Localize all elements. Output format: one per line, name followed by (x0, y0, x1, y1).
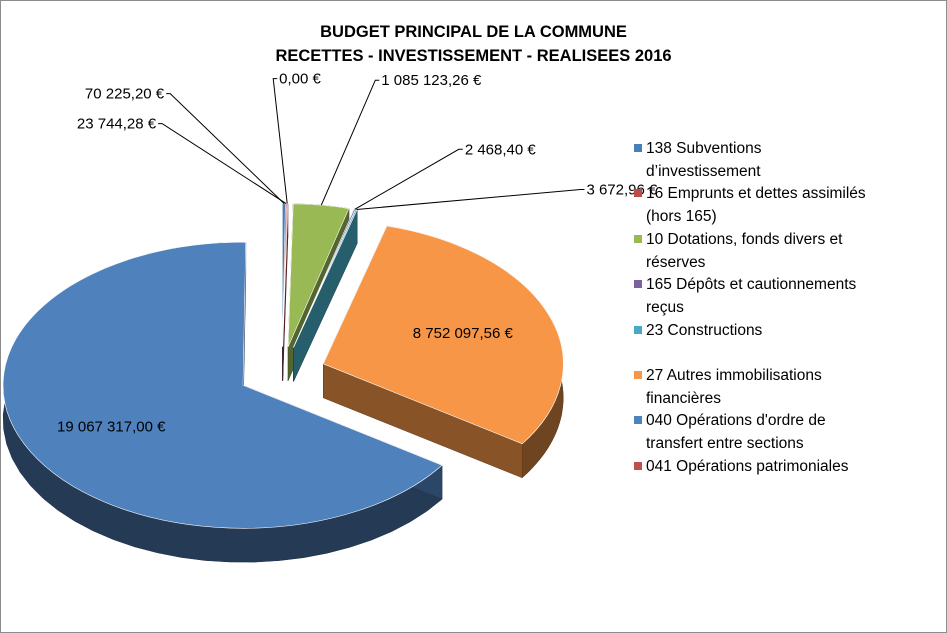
legend-label: 040 Opérations d'ordre de (646, 412, 826, 430)
leader-line (320, 79, 380, 206)
pie-slice-6 (2, 241, 443, 529)
data-label: 19 067 317,00 € (57, 418, 166, 435)
legend-swatch (634, 371, 642, 380)
legend-item-23: 23 Constructions (632, 320, 932, 365)
data-label: 23 744,28 € (77, 116, 157, 133)
leader-lines (158, 78, 585, 210)
legend-item-041: 041 Opérations patrimoniales (632, 456, 932, 479)
legend-item-27: 27 Autres immobilisations financières (632, 365, 932, 410)
legend-label: 138 Subventions (646, 140, 762, 157)
pie-slice-2 (287, 203, 350, 347)
data-label: 1 085 123,26 € (381, 72, 482, 89)
legend-label: 10 Dotations, fonds divers et (646, 230, 843, 248)
legend-label-cont: transfert entre sections (646, 435, 804, 453)
leader-line (158, 123, 287, 205)
legend-swatch (634, 189, 642, 198)
legend-label-cont: réserves (646, 253, 706, 271)
legend-label: 27 Autres immobilisations (646, 367, 822, 385)
legend-item-165: 165 Dépôts et cautionnements reçus (632, 274, 932, 319)
legend: 138 Subventions d’investissement 16 Empr… (632, 138, 932, 479)
legend-label: 165 Dépôts et cautionnements (646, 276, 857, 294)
legend-label-cont: financières (646, 389, 721, 407)
leader-line (272, 78, 288, 204)
legend-item-10: 10 Dotations, fonds divers et réserves (632, 229, 932, 274)
pie-slice-5 (322, 225, 564, 445)
legend-swatch (634, 234, 642, 243)
legend-label-cont: (hors 165) (646, 208, 717, 226)
legend-swatch (634, 144, 642, 152)
legend-swatch (634, 416, 642, 425)
legend-label-cont (646, 342, 932, 365)
legend-item-040: 040 Opérations d'ordre de transfert entr… (632, 410, 932, 455)
chart-subtitle: RECETTES - INVESTISSEMENT - REALISEES 20… (275, 47, 672, 65)
legend-label-cont: reçus (646, 298, 684, 316)
data-label: 70 225,20 € (85, 86, 165, 103)
chart-title: BUDGET PRINCIPAL DE LA COMMUNE (320, 23, 627, 41)
legend-swatch (634, 461, 642, 470)
leader-line (166, 93, 285, 204)
pie-tops (2, 203, 564, 529)
legend-swatch (634, 325, 642, 334)
legend-item-16: 16 Emprunts et dettes assimilés (hors 16… (632, 183, 932, 228)
data-label: 0,00 € (279, 71, 321, 88)
legend-label-cont: d’investissement (646, 162, 761, 180)
data-label: 2 468,40 € (465, 141, 537, 158)
legend-label: 23 Constructions (646, 321, 763, 339)
legend-label: 16 Emprunts et dettes assimilés (646, 185, 866, 203)
legend-label: 041 Opérations patrimoniales (646, 457, 849, 475)
leader-line (354, 148, 463, 210)
legend-swatch (634, 280, 642, 289)
data-label: 8 752 097,56 € (413, 325, 514, 342)
chart-title-block: BUDGET PRINCIPAL DE LA COMMUNE RECETTES … (0, 20, 947, 68)
leader-line (356, 189, 585, 210)
legend-item-138: 138 Subventions d’investissement (632, 138, 932, 183)
